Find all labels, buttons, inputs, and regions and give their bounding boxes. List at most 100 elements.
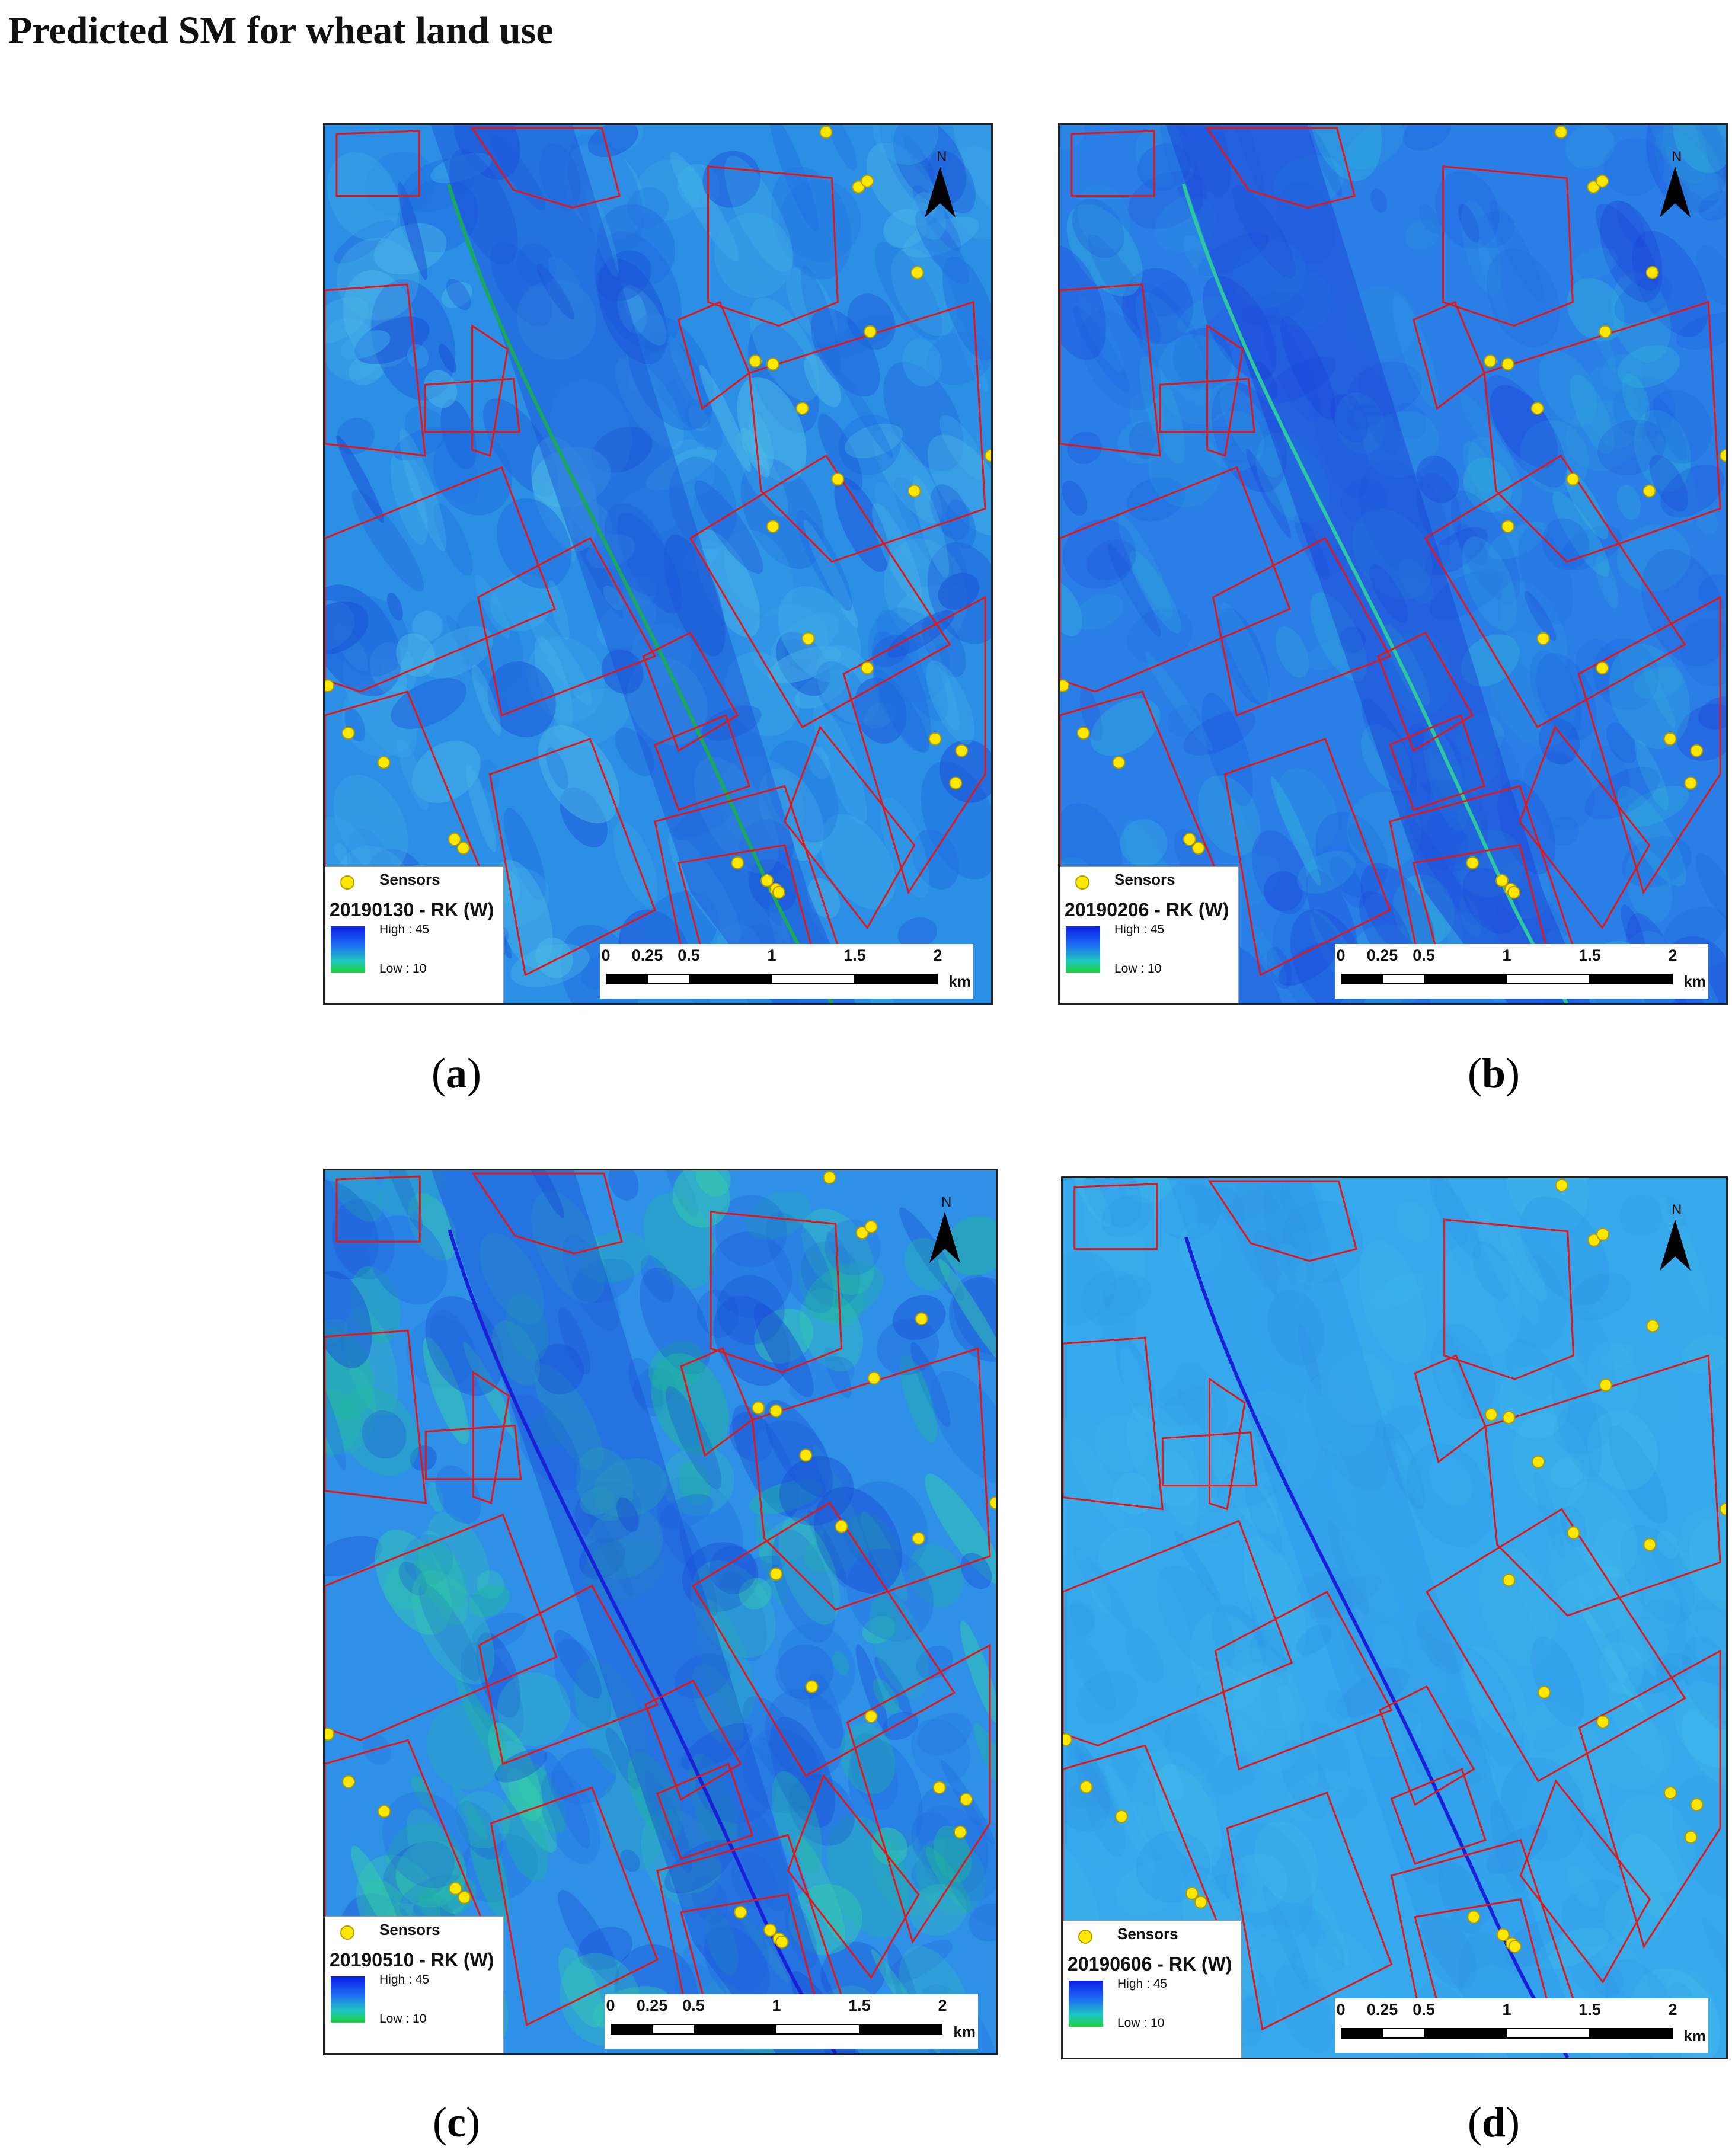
raster-texture-patch: [1565, 400, 1643, 471]
sensor-marker: [1646, 1319, 1660, 1333]
raster-texture-patch: [1291, 1720, 1351, 1790]
sensor-marker: [795, 402, 809, 415]
sensor-marker: [1554, 125, 1568, 139]
low-value-label: Low : 10: [379, 2012, 427, 2026]
raster-texture-patch: [603, 586, 624, 610]
raster-texture-patch: [1428, 752, 1461, 814]
raster-texture-patch: [1523, 1701, 1611, 1818]
sensor-marker: [861, 174, 874, 188]
raster-texture-patch: [1082, 1842, 1104, 1872]
raster-texture-patch: [1256, 432, 1330, 524]
sensor-marker: [959, 1793, 973, 1806]
raster-texture-patch: [873, 1678, 899, 1714]
raster-texture-patch: [758, 1512, 826, 1564]
sensor-marker: [449, 1882, 462, 1895]
raster-texture-patch: [398, 1562, 427, 1596]
raster-texture-patch: [474, 575, 510, 639]
field-boundary: [654, 714, 751, 811]
raster-texture-patch: [1074, 594, 1124, 630]
raster-texture-patch: [1542, 518, 1590, 570]
raster-texture-patch: [628, 314, 714, 431]
raster-texture-patch: [384, 1560, 437, 1610]
raster-texture-patch: [1060, 580, 1082, 636]
sensor-marker: [766, 520, 779, 533]
raster-texture-patch: [494, 1749, 547, 1783]
raster-texture-patch: [1472, 1241, 1511, 1300]
raster-texture-patch: [1663, 125, 1725, 201]
raster-texture-patch: [739, 819, 794, 875]
raster-texture-patch: [1297, 850, 1356, 894]
raster-texture-patch: [351, 490, 424, 592]
raster-texture-patch: [554, 1630, 602, 1699]
raster-texture-patch: [1076, 1670, 1139, 1725]
raster-texture-patch: [1132, 1749, 1219, 1867]
raster-texture-patch: [1245, 1482, 1282, 1555]
raster-texture-patch: [679, 1461, 711, 1506]
raster-texture-patch: [1133, 1716, 1172, 1753]
sensor-marker: [752, 1401, 765, 1415]
raster-texture-patch: [325, 1366, 347, 1471]
raster-texture-patch: [804, 354, 841, 407]
raster-texture-patch: [325, 1354, 376, 1455]
field-boundary: [335, 130, 420, 197]
raster-texture-patch: [325, 1180, 379, 1280]
scale-unit: km: [1683, 973, 1706, 990]
raster-texture-patch: [702, 705, 762, 741]
raster-texture-patch: [1557, 1934, 1612, 2012]
raster-texture-patch: [336, 435, 385, 523]
raster-texture-patch: [1226, 1182, 1293, 1220]
raster-texture-patch: [1641, 549, 1726, 667]
raster-texture-patch: [1647, 125, 1708, 184]
raster-texture-patch: [1302, 1373, 1376, 1456]
raster-texture-patch: [430, 153, 492, 184]
raster-texture-patch: [1573, 270, 1617, 373]
raster-texture-patch: [1580, 1603, 1644, 1712]
raster-texture-patch: [1383, 623, 1430, 707]
raster-texture-patch: [1206, 410, 1264, 471]
raster-texture-patch: [509, 1394, 581, 1490]
panel-caption-b: (b): [1467, 1050, 1520, 1097]
raster-texture-patch: [529, 612, 593, 706]
raster-texture-patch: [1340, 478, 1388, 523]
raster-texture-patch: [1105, 1764, 1156, 1874]
raster-texture-patch: [1567, 278, 1625, 342]
raster-texture-patch: [1645, 389, 1712, 464]
raster-texture-patch: [1619, 1194, 1663, 1237]
raster-texture-patch: [1069, 1601, 1096, 1637]
raster-texture-patch: [769, 125, 819, 232]
scale-tick: 1.5: [1578, 946, 1601, 964]
raster-texture-patch: [1062, 519, 1136, 589]
color-ramp: [331, 1976, 365, 2023]
raster-texture-patch: [1254, 1821, 1319, 1904]
raster-texture-patch: [1505, 1920, 1564, 1968]
raster-texture-patch: [830, 314, 894, 357]
raster-texture-patch: [1062, 480, 1088, 516]
field-boundary: [1390, 1768, 1487, 1865]
raster-texture-patch: [1513, 1546, 1552, 1647]
sensor-marker: [1536, 632, 1550, 645]
raster-texture-patch: [395, 1840, 466, 1908]
raster-texture-patch: [1633, 1857, 1685, 1915]
raster-texture-patch: [913, 620, 960, 731]
sensor-marker: [1076, 726, 1090, 740]
raster-texture-patch: [1276, 1272, 1305, 1308]
raster-texture-patch: [1559, 1350, 1606, 1458]
sensor-marker: [1502, 1410, 1516, 1424]
raster-texture-patch: [1692, 1597, 1726, 1649]
raster-texture-patch: [836, 369, 893, 458]
raster-texture-patch: [548, 580, 570, 641]
raster-texture-patch: [597, 258, 668, 364]
raster-texture-patch: [591, 426, 653, 473]
north-arrow-icon: [929, 1212, 960, 1263]
raster-texture-patch: [1611, 272, 1672, 363]
sensor-marker: [775, 1935, 789, 1949]
sensor-marker: [1507, 885, 1520, 899]
sensor-marker: [1191, 842, 1205, 855]
sensor-marker: [949, 776, 963, 790]
raster-texture-patch: [1330, 856, 1366, 909]
raster-texture-patch: [877, 1318, 940, 1376]
raster-texture-patch: [1480, 1711, 1529, 1768]
sensor-marker: [805, 1680, 819, 1694]
raster-texture-patch: [1226, 1853, 1287, 1914]
raster-texture-patch: [1486, 1825, 1548, 1874]
